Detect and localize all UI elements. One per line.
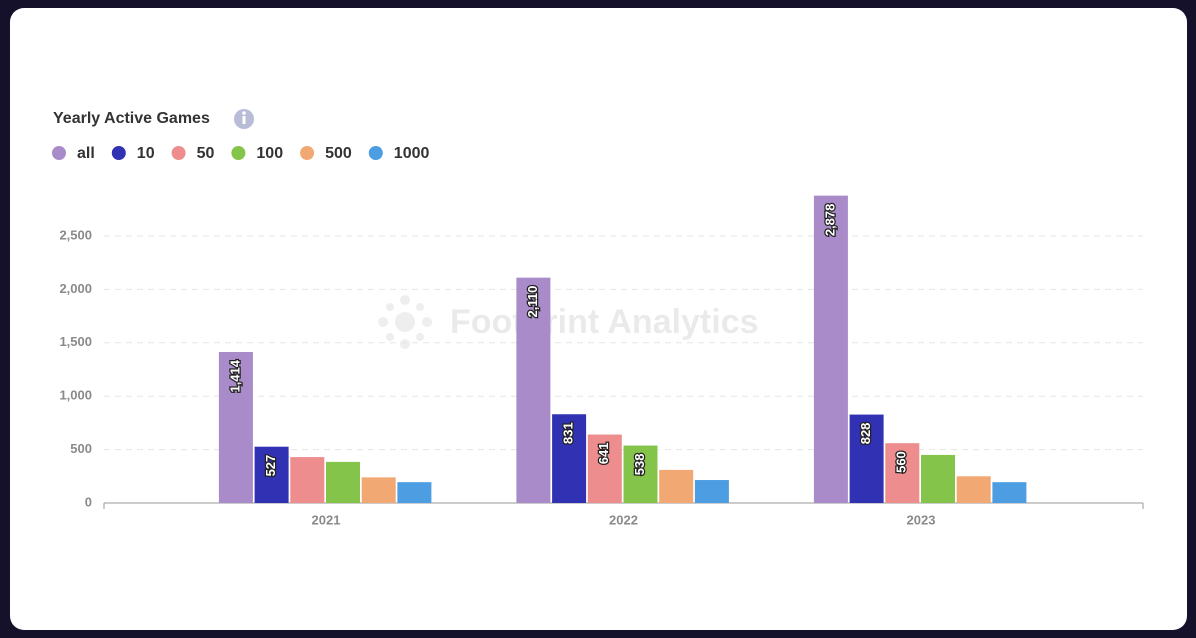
- legend-label: 10: [137, 145, 155, 162]
- y-tick-label: 1,500: [59, 334, 92, 349]
- watermark: Footprint Analytics: [450, 303, 759, 341]
- legend-marker: [52, 146, 66, 160]
- value-label: 538: [632, 454, 647, 476]
- bar: [326, 461, 360, 503]
- bar: [694, 480, 729, 503]
- legend-marker: [300, 146, 315, 160]
- bar: [290, 457, 325, 503]
- legend-marker: [171, 146, 186, 160]
- bar: [885, 443, 920, 503]
- chart-title: Yearly Active Games: [53, 110, 210, 127]
- bar: [849, 414, 884, 503]
- bar: [921, 454, 955, 503]
- bar: [659, 469, 694, 503]
- bar: [956, 476, 991, 503]
- x-tick-label: 2021: [312, 512, 341, 527]
- info-icon[interactable]: [234, 109, 254, 129]
- bar: [587, 434, 622, 503]
- bar: [623, 445, 658, 503]
- bar: [813, 195, 848, 504]
- legend-label: 50: [197, 145, 215, 162]
- legend-label: 500: [325, 145, 352, 162]
- value-label: 527: [263, 455, 278, 477]
- y-tick-label: 500: [70, 441, 92, 456]
- legend-marker: [231, 146, 246, 160]
- x-tick-label: 2022: [609, 512, 638, 527]
- y-tick-label: 1,000: [59, 388, 92, 403]
- bar: [552, 414, 587, 503]
- legend-label: 1000: [394, 145, 430, 162]
- value-label: 560: [894, 451, 909, 473]
- bar: [218, 351, 253, 503]
- y-tick-label: 2,500: [59, 227, 92, 242]
- value-label: 641: [596, 443, 611, 465]
- value-label: 831: [561, 422, 576, 444]
- y-tick-label: 0: [85, 494, 92, 509]
- legend-label: 100: [256, 145, 283, 162]
- value-label: 2,110: [525, 286, 540, 318]
- value-label: 828: [858, 423, 873, 445]
- value-label: 1,414: [227, 359, 242, 392]
- legend-marker: [111, 146, 126, 160]
- legend-label: all: [77, 145, 95, 162]
- bar: [516, 277, 551, 503]
- legend-marker: [368, 146, 383, 160]
- bar: [254, 446, 289, 503]
- bar: [397, 482, 432, 503]
- y-tick-label: 2,000: [59, 281, 92, 296]
- x-tick-label: 2023: [907, 512, 936, 527]
- bar: [361, 477, 396, 503]
- bar: [992, 482, 1027, 503]
- value-label: 2,878: [822, 204, 837, 237]
- watermark-logo: [378, 295, 432, 349]
